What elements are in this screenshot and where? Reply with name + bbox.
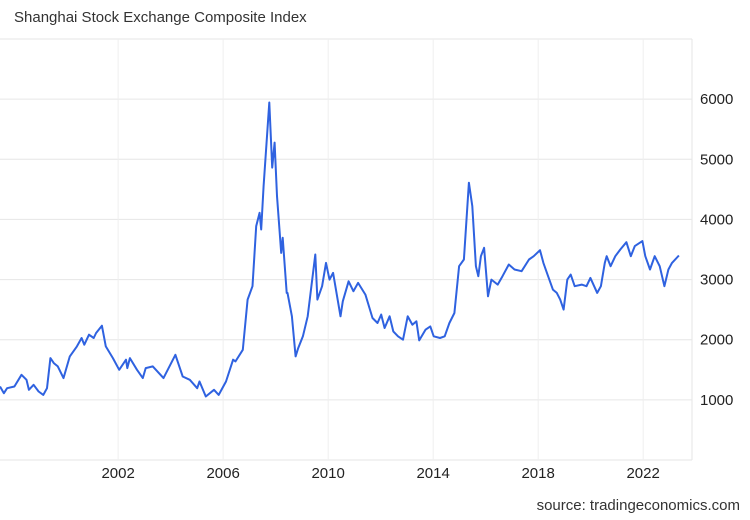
y-tick-label: 5000 (700, 151, 733, 168)
x-tick-label: 2014 (416, 465, 449, 482)
series-line (0, 101, 680, 398)
y-tick-label: 4000 (700, 211, 733, 228)
y-tick-label: 1000 (700, 392, 733, 409)
x-tick-label: 2006 (206, 465, 239, 482)
source-label: source: tradingeconomics.com (536, 497, 740, 514)
x-tick-label: 2010 (311, 465, 344, 482)
x-tick-label: 2022 (626, 465, 659, 482)
y-tick-label: 3000 (700, 272, 733, 289)
y-tick-label: 2000 (700, 332, 733, 349)
y-tick-label: 6000 (700, 91, 733, 108)
chart-title: Shanghai Stock Exchange Composite Index (14, 9, 307, 26)
x-tick-label: 2018 (521, 465, 554, 482)
x-tick-label: 2002 (101, 465, 134, 482)
